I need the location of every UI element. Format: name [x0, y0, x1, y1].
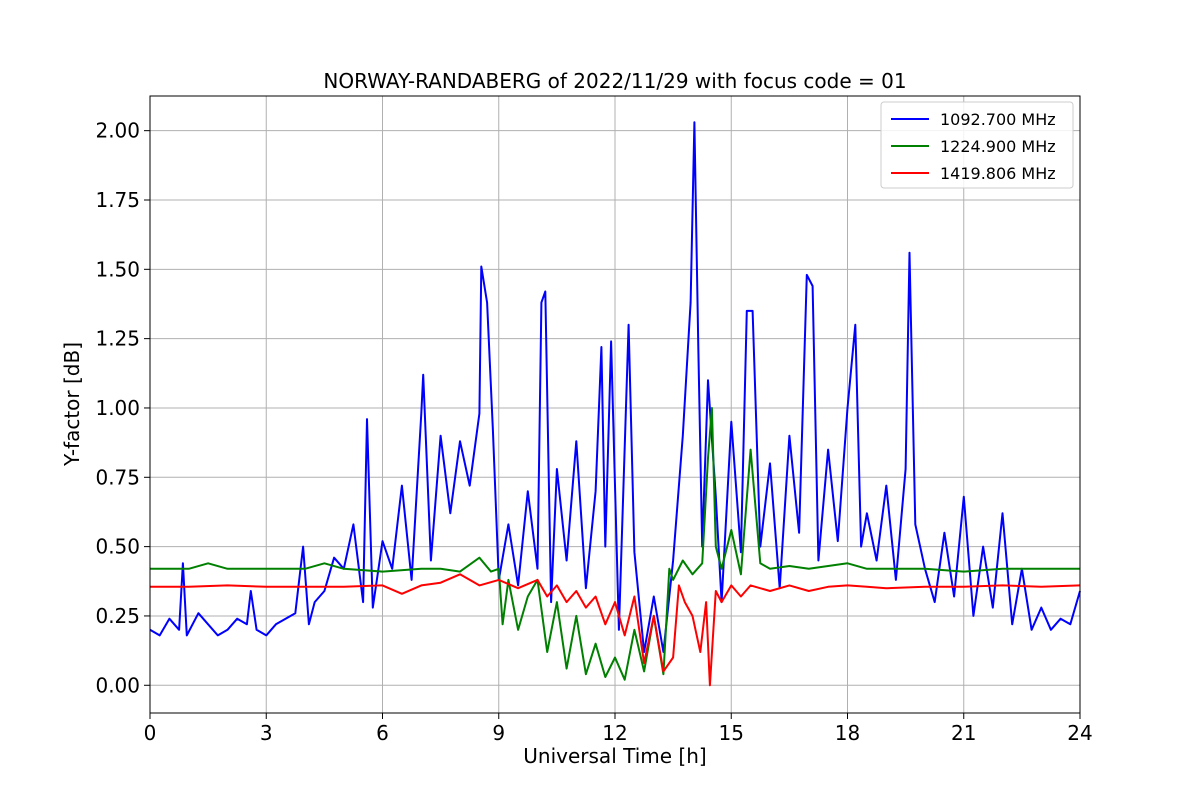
series-line-1	[149, 121, 1081, 653]
legend: 1092.700 MHz 1224.900 MHz 1419.806 MHz	[880, 101, 1074, 189]
x-tick-label: 3	[260, 721, 273, 745]
y-tick-label: 0.00	[95, 673, 140, 697]
chart-title: NORWAY-RANDABERG of 2022/11/29 with focu…	[323, 69, 906, 93]
y-tick-label: 1.50	[95, 257, 140, 281]
y-tick-label: 1.75	[95, 188, 140, 212]
y-tick-label: 2.00	[95, 119, 140, 143]
x-tick-label: 15	[719, 721, 744, 745]
x-tick-label: 21	[951, 721, 976, 745]
x-tick-label: 9	[492, 721, 505, 745]
y-tick-label: 0.50	[95, 535, 140, 559]
legend-label-2: 1224.900 MHz	[940, 137, 1056, 156]
x-axis-label: Universal Time [h]	[523, 744, 706, 768]
y-tick-label: 1.00	[95, 396, 140, 420]
x-tick-label: 6	[376, 721, 389, 745]
legend-label-1: 1092.700 MHz	[940, 110, 1056, 129]
legend-label-3: 1419.806 MHz	[940, 164, 1056, 183]
series-line-2	[150, 407, 1080, 681]
y-tick-label: 0.25	[95, 604, 140, 628]
y-axis-label: Y-factor [dB]	[60, 342, 84, 467]
series-layer	[149, 121, 1081, 687]
y-axis-ticks: 0.00 0.25 0.50 0.75 1.00 1.25 1.50 1.75 2.00	[95, 119, 150, 697]
x-tick-label: 18	[835, 721, 860, 745]
y-tick-label: 1.25	[95, 327, 140, 351]
x-tick-label: 12	[602, 721, 627, 745]
x-tick-label: 0	[144, 721, 157, 745]
x-axis-ticks: 0 3 6 9 12 15 18 21 24	[144, 713, 1093, 745]
series-line-3	[150, 573, 1081, 687]
x-tick-label: 24	[1067, 721, 1092, 745]
y-tick-label: 0.75	[95, 465, 140, 489]
legend-box	[880, 101, 1074, 189]
